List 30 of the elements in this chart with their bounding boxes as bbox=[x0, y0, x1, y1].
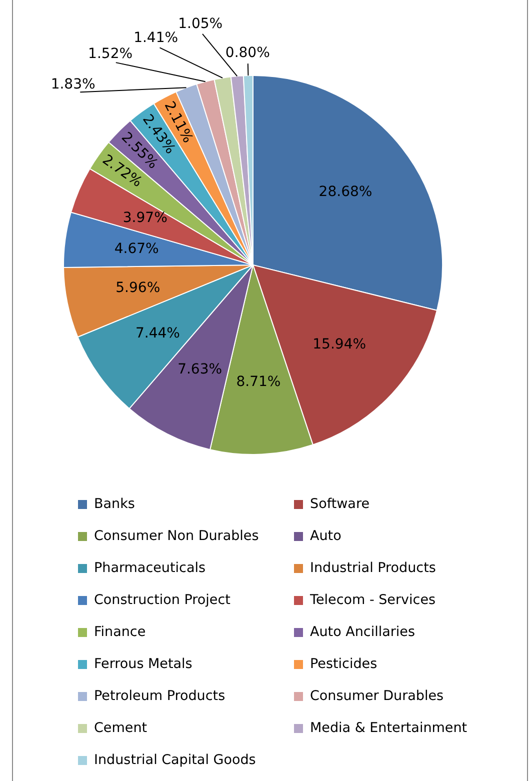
legend-label: Banks bbox=[94, 496, 135, 512]
legend-label: Industrial Capital Goods bbox=[94, 752, 256, 768]
legend-label: Pharmaceuticals bbox=[94, 560, 206, 576]
data-label: 5.96% bbox=[116, 280, 160, 296]
legend-label: Consumer Non Durables bbox=[94, 528, 259, 544]
legend-label: Auto bbox=[310, 528, 342, 544]
data-label: 1.83% bbox=[50, 76, 96, 93]
legend-label: Industrial Products bbox=[310, 560, 436, 576]
data-label: 7.44% bbox=[135, 325, 180, 342]
data-label: 7.63% bbox=[178, 361, 222, 378]
legend-label: Construction Project bbox=[94, 592, 230, 608]
data-label: 1.05% bbox=[178, 16, 223, 32]
legend-label: Petroleum Products bbox=[94, 688, 226, 704]
data-label: 28.68% bbox=[318, 184, 372, 200]
data-label: 1.41% bbox=[134, 30, 178, 46]
data-label: 3.97% bbox=[122, 210, 168, 226]
legend-label: Consumer Durables bbox=[310, 688, 444, 704]
data-label: 8.71% bbox=[236, 374, 281, 390]
data-label: 0.80% bbox=[225, 45, 270, 62]
data-label: 15.94% bbox=[312, 336, 366, 352]
data-label: 1.52% bbox=[88, 46, 133, 62]
legend-label: Pesticides bbox=[310, 656, 378, 672]
legend-label: Telecom - Services bbox=[310, 592, 436, 608]
data-label: 4.67% bbox=[114, 240, 159, 257]
legend-label: Finance bbox=[94, 624, 146, 640]
legend-label: Software bbox=[310, 496, 370, 512]
legend-label: Cement bbox=[94, 720, 148, 736]
legend-label: Ferrous Metals bbox=[94, 656, 192, 672]
legend-label: Media & Entertainment bbox=[310, 720, 468, 736]
legend-label: Auto Ancillaries bbox=[310, 624, 416, 640]
